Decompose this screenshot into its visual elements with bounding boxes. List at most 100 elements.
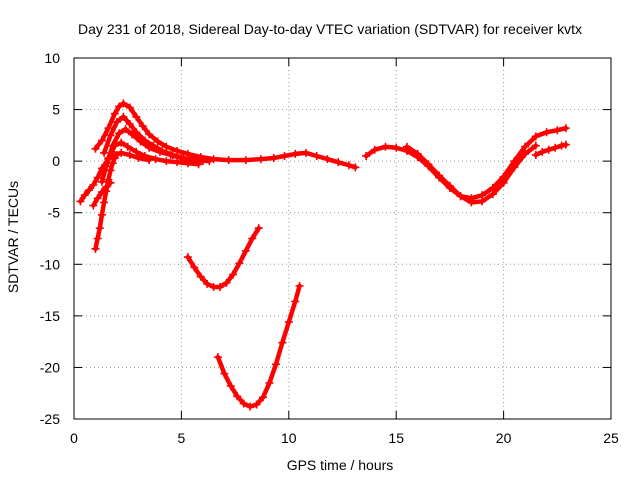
series-arc-main-lower-middle-point — [97, 177, 106, 186]
series-arc-right-main-point — [561, 124, 570, 133]
series-arc-left-short-point — [89, 201, 98, 210]
series-arc-right-main-point — [521, 142, 530, 151]
axes-layer — [73, 57, 612, 420]
ticks-layer: 0 5 10 15 20 25 -25 -20 -15 -10 -5 0 5 10 — [40, 50, 619, 446]
series-arc-main-upper-middle-point — [106, 131, 115, 140]
series-arc-main-lower-middle-point — [173, 158, 182, 167]
series-arc-left-steep-point — [106, 166, 115, 175]
x-tick-label: 5 — [178, 430, 186, 446]
series-arc-left-low-point — [117, 148, 126, 157]
series-arc-main-top-point — [110, 109, 119, 118]
series-arc-main-lower-middle-point — [123, 142, 132, 151]
y-tick-label: -10 — [40, 256, 60, 272]
series-arc-main-top-point — [173, 146, 182, 155]
series-arc-low-mid-point — [241, 246, 250, 255]
x-tick-label: 15 — [388, 430, 404, 446]
series-arc-lowest-point — [239, 399, 248, 408]
series-arc-low-mid-point — [222, 278, 231, 287]
series-arc-left-short-point — [102, 182, 111, 191]
series-arc-main-upper-middle-point — [119, 112, 128, 121]
series-arc-main-top-point — [125, 103, 134, 112]
series-arc-lowest-point — [265, 378, 274, 387]
series-arc-main-middle-point — [136, 137, 145, 146]
series-arc-main-lower-middle-point — [151, 155, 160, 164]
series-arc-left-steep-point — [93, 234, 102, 243]
series-arc-main-lower-middle-point — [117, 138, 126, 147]
series-arc-right-secondary-point — [521, 149, 530, 158]
series-arc-left-low-point — [97, 164, 106, 173]
series-arc-left-steep-point — [112, 150, 121, 159]
series-arc-right-tail-point — [551, 143, 560, 152]
x-tick-label: 0 — [70, 430, 78, 446]
series-arc-main-middle-point — [127, 130, 136, 139]
series-arc-low-mid-point — [196, 272, 205, 281]
series-arc-main-middle-point — [198, 157, 207, 166]
series-arc-right-tail-point — [544, 145, 553, 154]
series-arc-main-top-point — [301, 148, 310, 157]
series-arc-right-secondary-point — [424, 160, 433, 169]
series-arc-main-upper-middle-point — [125, 120, 134, 129]
series-arc-lowest-point — [295, 281, 304, 290]
series-arc-main-lower-middle-point — [194, 160, 203, 169]
series-arc-right-secondary-point — [456, 192, 465, 201]
series-arc-left-steep-point — [100, 198, 109, 207]
series-arc-main-top-point — [269, 154, 278, 163]
series-arc-lowest-point — [291, 297, 300, 306]
series-arc-lowest-point — [284, 318, 293, 327]
series-arc-lowest-point — [278, 338, 287, 347]
series-arc-right-secondary-point — [413, 149, 422, 158]
series-arc-main-top-line — [93, 101, 358, 170]
y-tick-label: 10 — [44, 50, 60, 66]
series-arc-main-top-point — [209, 155, 218, 164]
x-tick-label: 25 — [603, 430, 619, 446]
series-arc-left-short-point — [106, 178, 115, 187]
series-arc-main-top-point — [153, 137, 162, 146]
x-tick-label: 10 — [281, 430, 297, 446]
series-arc-right-secondary-point — [445, 181, 454, 190]
series-arc-right-secondary-point — [402, 142, 411, 151]
series-arc-main-lower-middle-point — [110, 141, 119, 150]
y-axis-label: SDTVAR / TECUs — [5, 181, 21, 293]
series-arc-main-top-point — [344, 161, 353, 170]
plot-border — [73, 57, 612, 420]
series-arc-right-secondary-point — [478, 197, 487, 206]
series-arc-lowest-point — [226, 381, 235, 390]
series-arc-main-top-point — [256, 155, 265, 164]
series-arc-main-top-point — [334, 158, 343, 167]
series-arc-low-mid-point — [228, 270, 237, 279]
series-arc-left-steep-point — [91, 244, 100, 253]
series-arc-main-top-point — [91, 144, 100, 153]
x-tick-label: 20 — [496, 430, 512, 446]
series-arc-left-low-point — [104, 155, 113, 164]
series-arc-right-secondary-point — [435, 171, 444, 180]
series-arc-main-lower-middle-point — [183, 159, 192, 168]
plot-background — [74, 58, 611, 419]
series-arc-right-main-point — [362, 151, 371, 160]
series-arc-right-tail-point — [531, 150, 540, 159]
series-arc-right-tail-point — [561, 140, 570, 149]
series-arc-low-mid-line — [185, 225, 261, 290]
series-arc-low-mid-point — [216, 282, 225, 291]
plot-area — [74, 58, 611, 419]
series-arc-lowest-point — [233, 392, 242, 401]
series-arc-main-top-point — [104, 124, 113, 133]
y-tick-label: -20 — [40, 359, 60, 375]
series-arc-left-low-point — [93, 173, 102, 182]
series-arc-main-lower-middle-point — [132, 147, 141, 156]
series-arc-main-top-point — [224, 156, 233, 165]
series-arc-lowest-line — [215, 283, 302, 409]
series-arc-left-low-point — [85, 186, 94, 195]
series-arc-main-top-point — [132, 112, 141, 121]
chart-title: Day 231 of 2018, Sidereal Day-to-day VTE… — [78, 21, 582, 37]
series-arc-lowest-point — [213, 353, 222, 362]
series-arc-main-top-point — [145, 130, 154, 139]
series-arc-right-main-point — [553, 126, 562, 135]
series-arc-main-middle-point — [121, 125, 130, 134]
series-arc-lowest-point — [259, 393, 268, 402]
series-arc-main-top-point — [115, 102, 124, 111]
series-arc-right-tail-point — [538, 147, 547, 156]
series-arc-main-top-point — [351, 163, 360, 172]
series-arc-main-upper-middle-point — [100, 148, 109, 157]
